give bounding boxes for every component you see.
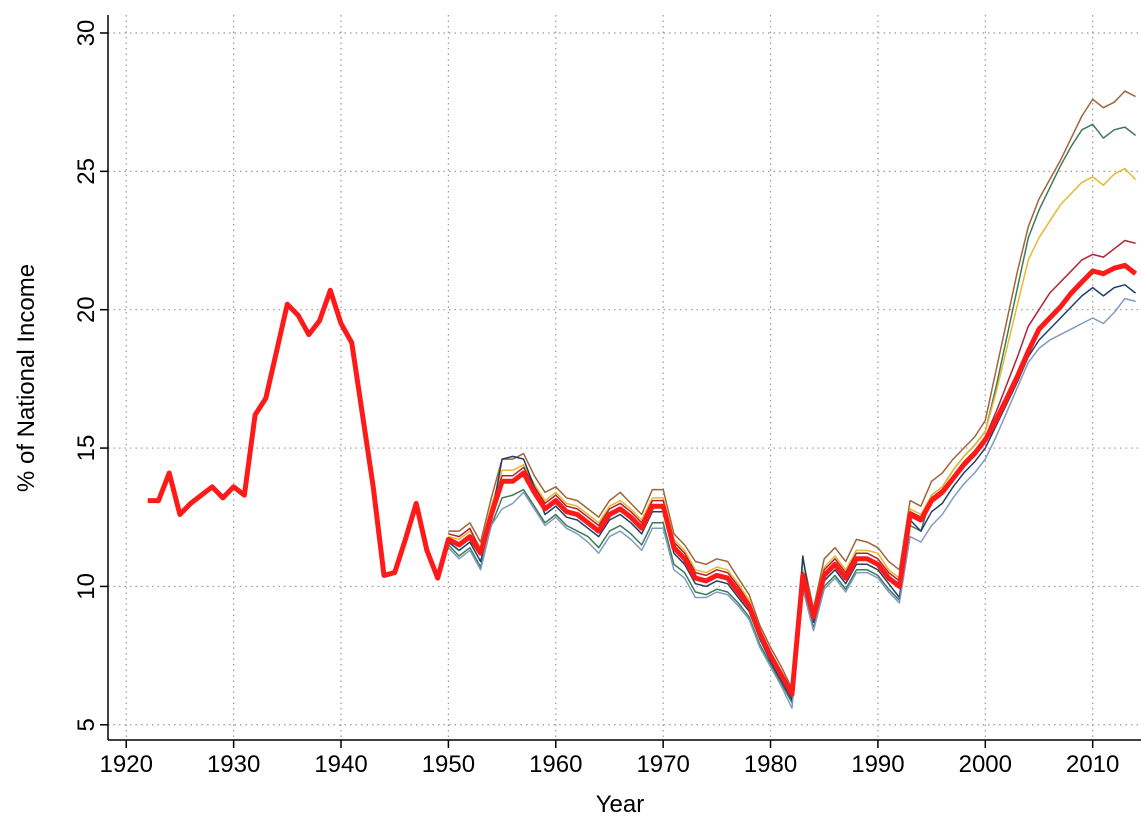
y-tick-label: 15	[73, 435, 100, 462]
x-tick-label: 2000	[959, 751, 1012, 778]
x-tick-label: 1940	[314, 751, 367, 778]
y-axis-title: % of National Income	[13, 264, 40, 492]
x-axis-title: Year	[596, 791, 645, 818]
series-line	[448, 167, 1137, 693]
series-line	[448, 90, 1136, 690]
series-line	[447, 297, 1136, 709]
series-line	[448, 239, 1136, 693]
series-line	[147, 262, 1138, 697]
x-tick-label: 1980	[744, 751, 797, 778]
x-tick-label: 1990	[851, 751, 904, 778]
y-tick-label: 30	[73, 20, 100, 47]
x-tick-label: 1920	[100, 751, 153, 778]
x-tick-label: 1970	[636, 751, 689, 778]
x-tick-label: 2010	[1066, 751, 1119, 778]
x-tick-label: 1960	[529, 751, 582, 778]
y-tick-label: 20	[73, 296, 100, 323]
y-tick-label: 10	[73, 573, 100, 600]
y-tick-label: 25	[73, 158, 100, 185]
x-tick-label: 1950	[422, 751, 475, 778]
series-line	[447, 123, 1137, 704]
x-tick-label: 1930	[207, 751, 260, 778]
y-tick-label: 5	[73, 718, 100, 731]
